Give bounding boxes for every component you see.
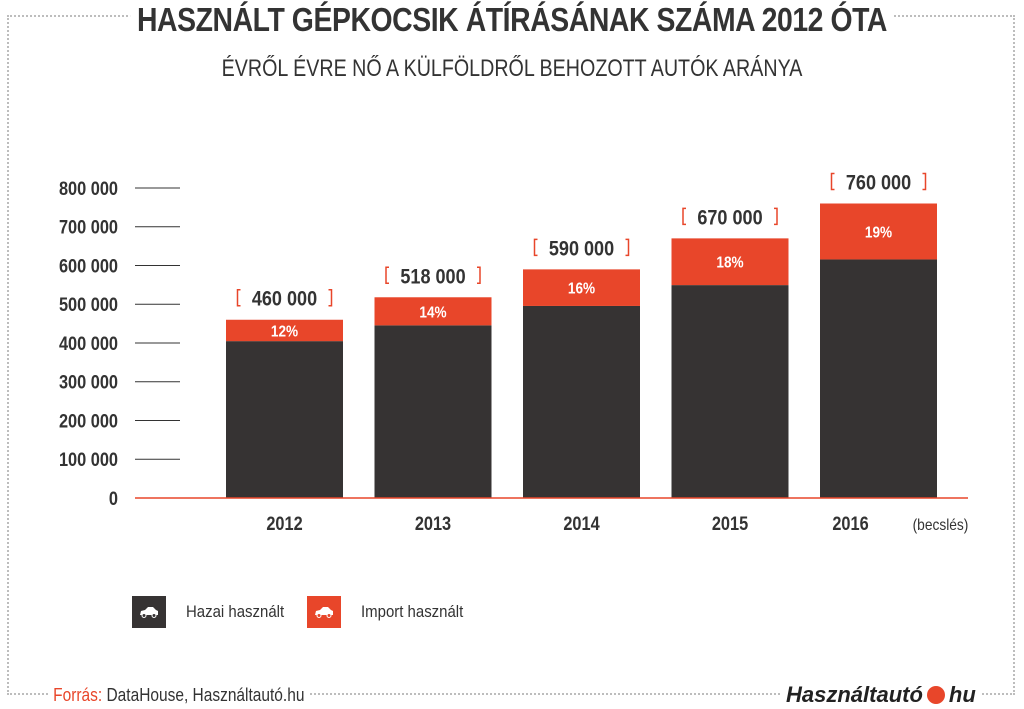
legend-label-domestic: Hazai használt: [186, 602, 285, 621]
import-share-label: 16%: [568, 281, 595, 298]
car-icon: [315, 607, 333, 618]
y-tick-label: 500 000: [59, 294, 118, 315]
source-text: DataHouse, Használtautó.hu: [106, 685, 305, 705]
bracket-left: [682, 207, 686, 226]
y-tick-label: 0: [109, 488, 118, 509]
chart-title: HASZNÁLT GÉPKOCSIK ÁTÍRÁSÁNAK SZÁMA 2012…: [72, 0, 953, 40]
bracket-left: [236, 289, 241, 307]
source-note: Forrás: DataHouse, Használtautó.hu: [48, 685, 310, 706]
y-tick-label: 600 000: [59, 255, 118, 276]
y-tick-label: 400 000: [59, 333, 118, 354]
bar-domestic: [820, 259, 937, 498]
total-label: 590 000: [549, 237, 614, 261]
import-share-label: 14%: [419, 304, 446, 321]
legend-swatch-import: [307, 596, 341, 628]
bracket-right: [625, 238, 630, 257]
bar-import: [523, 269, 640, 306]
brand-dot-icon: [926, 686, 945, 704]
brand-tld: hu: [948, 682, 976, 707]
bar-domestic: [374, 325, 492, 498]
chart-subtitle: ÉVRŐL ÉVRE NŐ A KÜLFÖLDRŐL BEHOZOTT AUTÓ…: [221, 55, 803, 82]
bar-import: [226, 319, 343, 342]
import-share-label: 19%: [865, 225, 892, 242]
bracket-right: [477, 266, 481, 285]
car-icon: [140, 607, 158, 618]
x-tick-label: 2013: [415, 513, 451, 534]
legend-swatch-domestic: [132, 596, 166, 628]
total-label: 760 000: [846, 171, 911, 195]
x-tick-label: 2014: [563, 513, 599, 534]
bracket-left: [385, 266, 389, 285]
legend-item-domestic: Hazai használt: [132, 596, 298, 628]
bracket-right: [774, 207, 778, 226]
import-share-label: 18%: [716, 255, 743, 272]
x-tick-label: 2015: [712, 513, 748, 534]
bar-import: [820, 203, 937, 260]
x-tick-note: (becslés): [913, 516, 969, 534]
y-tick-label: 100 000: [59, 449, 118, 470]
legend-label-import: Import használt: [361, 602, 464, 621]
source-label: Forrás:: [53, 685, 103, 705]
brand-name: Használtautó: [786, 682, 923, 707]
bracket-right: [922, 172, 927, 191]
x-tick-label: 2012: [266, 513, 302, 534]
bar-domestic: [671, 285, 789, 498]
bracket-left: [533, 238, 538, 257]
total-label: 670 000: [697, 206, 762, 230]
bar-import: [671, 238, 789, 286]
y-tick-label: 200 000: [59, 410, 118, 431]
import-share-label: 12%: [271, 324, 298, 341]
x-tick-label: 2016: [832, 513, 868, 534]
total-label: 460 000: [252, 288, 317, 312]
bracket-right: [328, 289, 333, 307]
y-tick-label: 300 000: [59, 372, 118, 393]
y-tick-label: 700 000: [59, 217, 118, 238]
brand-logo: Használtautó hu: [780, 682, 982, 708]
bar-domestic: [523, 305, 640, 498]
legend-item-import: Import használt: [307, 596, 477, 628]
bar-import: [374, 297, 492, 326]
bracket-left: [830, 172, 835, 191]
total-label: 518 000: [400, 265, 465, 289]
bar-domestic: [226, 341, 343, 498]
y-tick-label: 800 000: [59, 178, 118, 199]
